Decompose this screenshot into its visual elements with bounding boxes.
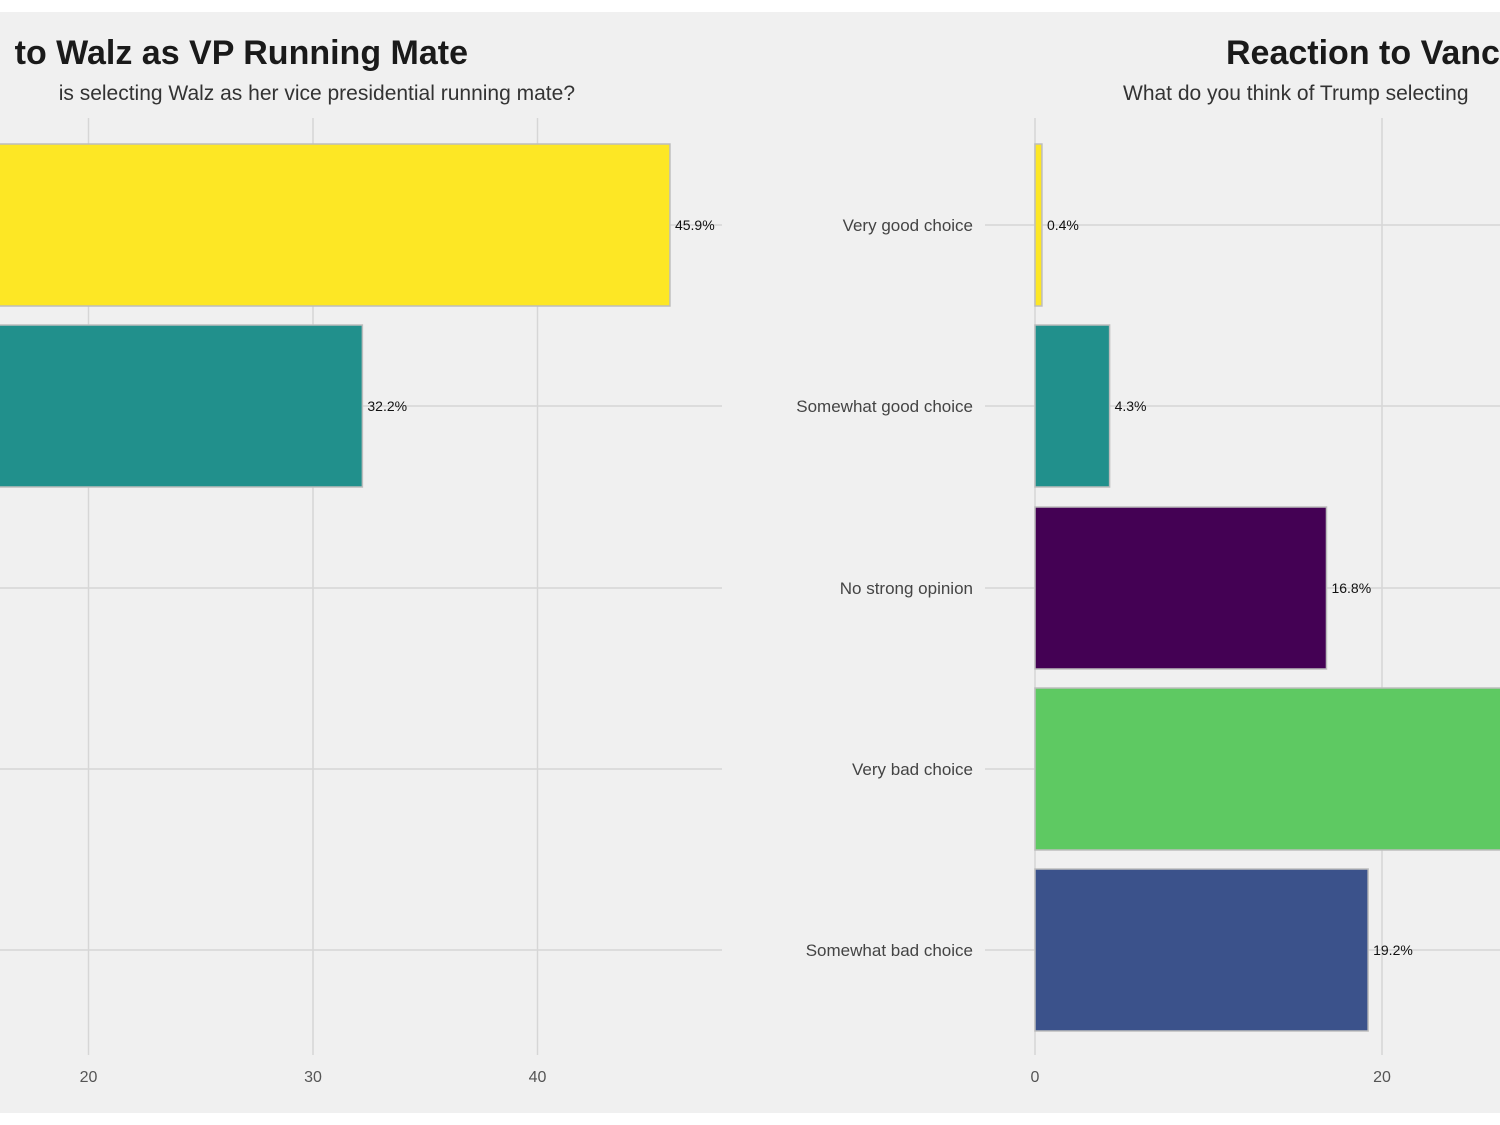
bar-row-1 — [0, 143, 671, 307]
data-label: 45.9% — [675, 217, 715, 233]
x-tick-label: 0 — [1031, 1069, 1040, 1086]
data-label: 0.4% — [1047, 217, 1079, 233]
bar-very-good-choice — [1034, 143, 1043, 307]
bar-somewhat-bad-choice — [1034, 868, 1369, 1032]
right-chart-subtitle: What do you think of Trump selecting — [1123, 82, 1469, 105]
category-label: No strong opinion — [840, 579, 973, 598]
data-label: 16.8% — [1331, 580, 1371, 596]
bar-very-bad-choice — [1034, 687, 1500, 851]
bar-somewhat-good-choice — [1034, 324, 1111, 488]
x-tick-label: 20 — [80, 1069, 98, 1086]
category-label: Somewhat bad choice — [806, 941, 973, 960]
left-chart-title: to Walz as VP Running Mate — [15, 34, 468, 72]
category-label: Very bad choice — [852, 760, 973, 779]
x-tick-label: 30 — [304, 1069, 322, 1086]
right-chart-title: Reaction to Vanc — [1226, 34, 1500, 72]
category-label: Very good choice — [843, 216, 973, 235]
x-tick-label: 20 — [1373, 1069, 1391, 1086]
data-label: 19.2% — [1373, 942, 1413, 958]
bar-row-2 — [0, 324, 364, 488]
data-label: 4.3% — [1115, 398, 1147, 414]
bar-no-strong-opinion — [1034, 506, 1328, 670]
category-label: Somewhat good choice — [796, 397, 973, 416]
left-chart-subtitle: is selecting Walz as her vice presidenti… — [59, 82, 575, 105]
x-tick-label: 40 — [529, 1069, 547, 1086]
data-label: 32.2% — [367, 398, 407, 414]
